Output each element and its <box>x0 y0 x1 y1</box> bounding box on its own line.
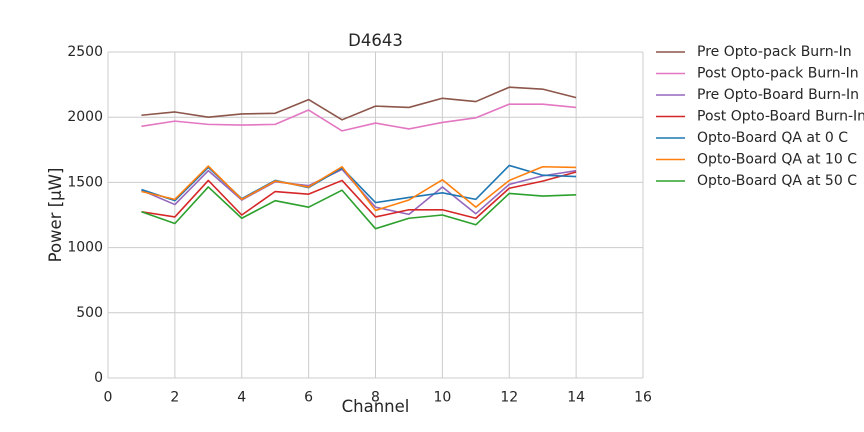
x-tick-label: 4 <box>237 390 246 406</box>
series-line <box>141 171 577 220</box>
y-tick-label: 1000 <box>67 240 103 256</box>
legend-label: Post Opto-Board Burn-In <box>697 109 864 125</box>
legend-label: Opto-Board QA at 10 C <box>697 152 857 168</box>
legend-item: Opto-Board QA at 10 C <box>656 152 857 168</box>
y-tick-label: 0 <box>94 370 103 386</box>
legend-label: Post Opto-pack Burn-In <box>697 66 859 82</box>
x-tick-label: 2 <box>170 390 179 406</box>
y-tick-label: 1500 <box>67 174 103 190</box>
legend-item: Post Opto-pack Burn-In <box>656 66 859 82</box>
legend-label: Pre Opto-pack Burn-In <box>697 44 852 60</box>
legend-label: Opto-Board QA at 0 C <box>697 130 848 146</box>
series-line <box>141 103 577 132</box>
x-axis-title: Channel <box>342 397 410 416</box>
legend-item: Post Opto-Board Burn-In <box>656 109 864 125</box>
series-lines <box>141 86 577 230</box>
y-axis-title: Power [μW] <box>46 168 65 263</box>
x-tick-label: 6 <box>304 390 313 406</box>
legend: Pre Opto-pack Burn-In Post Opto-pack Burn… <box>656 44 864 189</box>
x-tick-label: 8 <box>371 390 380 406</box>
legend-label: Pre Opto-Board Burn-In <box>697 87 859 103</box>
legend-item: Opto-Board QA at 50 C <box>656 173 857 189</box>
y-tick-label: 500 <box>76 305 103 321</box>
x-tick-label: 16 <box>634 390 652 406</box>
x-tick-label: 10 <box>433 390 451 406</box>
x-axis-ticks: 0 2 4 6 8 10 12 14 16 <box>104 390 652 406</box>
x-tick-label: 0 <box>104 390 113 406</box>
series-line <box>141 165 577 212</box>
chart-title: D4643 <box>348 31 403 50</box>
y-tick-label: 2000 <box>67 109 103 125</box>
grid <box>107 51 644 379</box>
x-tick-label: 12 <box>500 390 518 406</box>
legend-label: Opto-Board QA at 50 C <box>697 173 857 189</box>
series-line <box>141 86 577 121</box>
x-tick-label: 14 <box>567 390 585 406</box>
legend-item: Pre Opto-Board Burn-In <box>656 87 859 103</box>
y-tick-label: 2500 <box>67 44 103 60</box>
series-line <box>141 186 577 230</box>
legend-item: Pre Opto-pack Burn-In <box>656 44 852 60</box>
series-line <box>141 168 577 216</box>
y-axis-ticks: 0 500 1000 1500 2000 2500 <box>67 44 103 386</box>
legend-item: Opto-Board QA at 0 C <box>656 130 848 146</box>
